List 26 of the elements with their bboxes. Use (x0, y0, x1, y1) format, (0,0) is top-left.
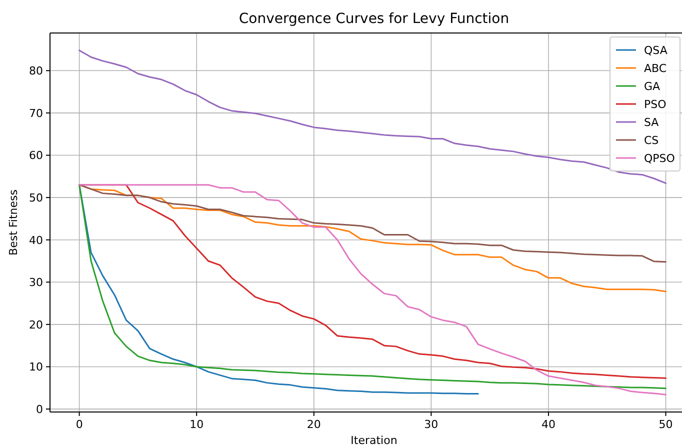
legend-label: SA (644, 116, 660, 129)
x-axis-title: Iteration (350, 434, 398, 446)
legend-label: CS (644, 134, 659, 147)
x-tick-label: 40 (541, 418, 556, 431)
y-axis-title: Best Fitness (7, 189, 20, 256)
x-tick-label: 50 (658, 418, 673, 431)
y-tick-label: 50 (29, 192, 43, 205)
legend-label: QSA (644, 44, 668, 57)
x-tick-label: 30 (424, 418, 438, 431)
chart-title: Convergence Curves for Levy Function (238, 11, 510, 27)
y-tick-label: 60 (29, 149, 43, 162)
legend-label: GA (644, 80, 661, 93)
x-tick-label: 0 (76, 418, 83, 431)
x-tick-label: 10 (190, 418, 204, 431)
legend-label: QPSO (644, 152, 676, 165)
line-series (78, 184, 667, 263)
legend-label: PSO (644, 98, 667, 111)
y-tick-label: 70 (29, 106, 43, 120)
x-tick-label: 20 (306, 418, 321, 431)
y-tick-label: 20 (29, 318, 43, 332)
y-tick-label: 10 (29, 360, 43, 374)
y-tick-label: 80 (29, 64, 43, 78)
y-tick-label: 30 (29, 276, 43, 290)
legend-label: ABC (644, 62, 667, 75)
y-tick-label: 0 (36, 403, 43, 416)
y-tick-label: 40 (29, 234, 43, 247)
